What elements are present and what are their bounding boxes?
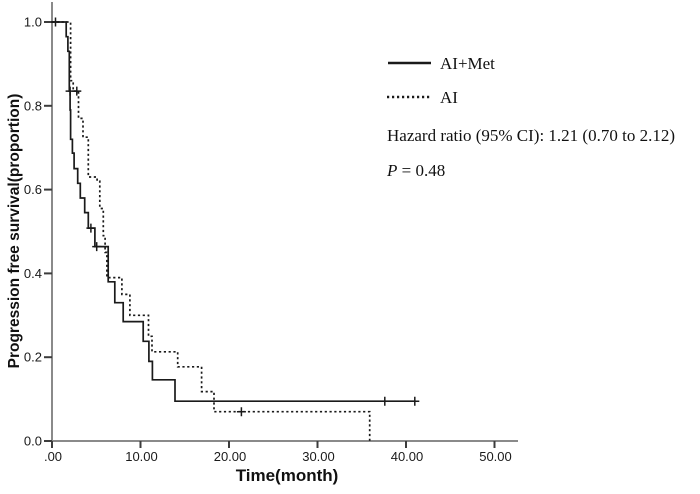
censor-marks-ai-met [51, 17, 420, 406]
x-tick-label: 40.00 [391, 449, 424, 464]
y-tick-label: 0.4 [24, 266, 42, 281]
y-tick-label: 0.0 [24, 434, 42, 449]
y-tick-label: 0.2 [24, 350, 42, 365]
x-tick-label: 20.00 [214, 449, 247, 464]
y-tick-label: 0.8 [24, 98, 42, 113]
legend-label-ai-met: AI+Met [440, 54, 495, 73]
p-value-text: P = 0.48 [386, 161, 445, 180]
survival-curves [51, 17, 420, 442]
y-axis-title: Progression free survival(proportion) [6, 94, 23, 369]
x-axis-title: Time(month) [236, 466, 339, 485]
km-curve-ai [52, 21, 372, 442]
x-tick-label: 50.00 [479, 449, 512, 464]
censor-marks-ai [72, 86, 246, 417]
x-tick-label: 10.00 [125, 449, 158, 464]
x-axis-ticks: .00 10.00 20.00 30.00 40.00 50.00 [44, 441, 512, 464]
y-tick-label: 1.0 [24, 15, 42, 30]
legend: AI+Met AI Hazard ratio (95% CI): 1.21 (0… [386, 54, 675, 180]
hazard-ratio-text: Hazard ratio (95% CI): 1.21 (0.70 to 2.1… [387, 126, 675, 145]
km-curve-ai-met [52, 21, 416, 403]
legend-label-ai: AI [440, 88, 458, 107]
y-tick-label: 0.6 [24, 182, 42, 197]
x-tick-label: .00 [44, 449, 62, 464]
y-axis-ticks: 0.0 0.2 0.4 0.6 0.8 1.0 [24, 15, 52, 449]
x-tick-label: 30.00 [302, 449, 335, 464]
